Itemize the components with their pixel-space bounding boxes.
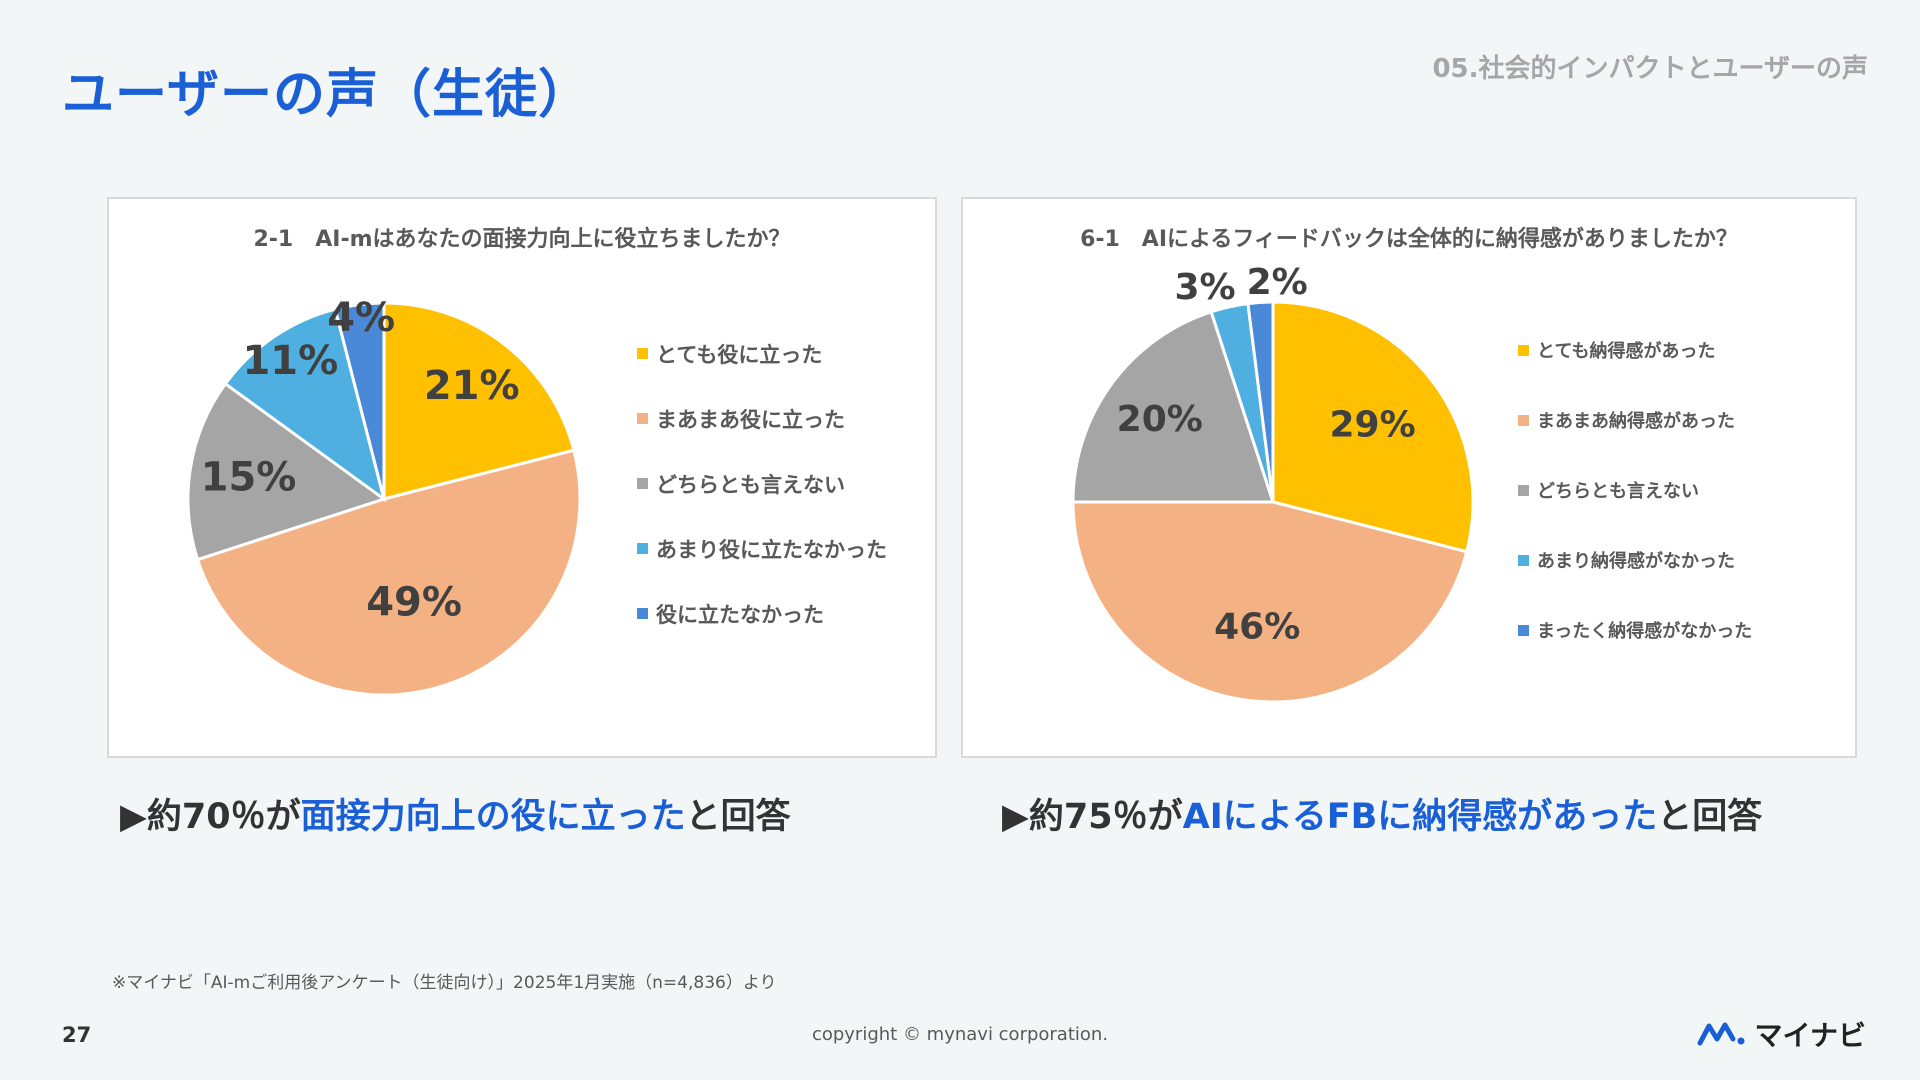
chart-panel-2: 6-1 AIによるフィードバックは全体的に納得感がありましたか？ 29% 46% 2…	[961, 197, 1857, 758]
pie-slice-5	[333, 301, 386, 500]
legend-label: とても納得感があった	[1537, 341, 1716, 362]
logo-mark-icon	[1697, 1022, 1745, 1046]
data-label-1: 21%	[424, 363, 520, 409]
summary-suffix: と回答	[685, 797, 791, 837]
legend-2: とても納得感があった まあまあ納得感があった どちらとも言えないあまり納得感がなかっ…	[1518, 315, 1752, 665]
legend-label: どちらとも言えない	[656, 472, 845, 497]
legend-label: あまり納得感がなかった	[1537, 551, 1735, 572]
arrow-icon: ▶	[1002, 797, 1029, 837]
legend-item-5: 役に立たなかった	[637, 581, 887, 646]
legend-1: とても役に立った まあまあ役に立った どちらとも言えないあまり役に立たなかった 役に立…	[637, 321, 887, 646]
legend-swatch-icon	[637, 478, 648, 489]
legend-swatch-icon	[1518, 414, 1529, 426]
summary-1: ▶約70％が面接力向上の役に立ったと回答	[120, 788, 791, 839]
legend-item-2: まあまあ役に立った	[637, 386, 887, 451]
page-number: 27	[62, 1023, 92, 1047]
logo-text: マイナビ	[1754, 1019, 1866, 1052]
legend-swatch-icon	[637, 543, 648, 554]
legend-item-4: あまり納得感がなかった	[1518, 525, 1752, 595]
section-label: 05.社会的インパクトとユーザーの声	[1432, 54, 1868, 84]
pie-slice-1	[382, 301, 576, 501]
legend-label: どちらとも言えない	[1537, 481, 1699, 502]
data-label-3: 20%	[1117, 399, 1203, 440]
chart-title-2: 6-1 AIによるフィードバックは全体的に納得感がありましたか？	[1080, 227, 1738, 252]
summary-prefix: 約70％が	[146, 797, 301, 837]
legend-label: 役に立たなかった	[656, 602, 824, 627]
legend-swatch-icon	[1518, 484, 1529, 496]
pie-chart-2: 29% 46% 20% 3% 2%	[1071, 262, 1475, 704]
data-label-4: 11%	[242, 338, 338, 384]
data-label-5: 4%	[327, 295, 395, 341]
pie-slice-3	[186, 381, 388, 562]
summary-highlight: 面接力向上の役に立った	[300, 797, 686, 837]
legend-swatch-icon	[637, 348, 648, 359]
legend-label: とても役に立った	[656, 342, 823, 367]
legend-swatch-icon	[637, 608, 648, 619]
data-label-2: 49%	[366, 580, 462, 626]
arrow-icon: ▶	[120, 797, 147, 837]
data-label-4: 3%	[1174, 267, 1235, 308]
summary-2: ▶約75％がAIによるFBに納得感があったと回答	[1002, 788, 1762, 839]
summary-prefix: 約75％が	[1028, 797, 1183, 837]
data-label-5: 2%	[1247, 262, 1308, 303]
pie-slice-5	[1246, 300, 1275, 503]
legend-label: まあまあ役に立った	[656, 407, 845, 432]
legend-swatch-icon	[637, 413, 648, 424]
legend-item-1: とても役に立った	[637, 321, 887, 386]
pie-slice-2	[195, 448, 582, 697]
legend-item-2: まあまあ納得感があった	[1518, 385, 1752, 455]
legend-item-3: どちらとも言えない	[1518, 455, 1752, 525]
pie-slice-4	[223, 307, 387, 503]
legend-label: まったく納得感がなかった	[1537, 621, 1753, 642]
page-title: ユーザーの声（生徒）	[62, 65, 591, 125]
chart-panel-1: 2-1 AI-mはあなたの面接力向上に役立ちましたか？ 21% 49% 15% 11%…	[107, 197, 937, 758]
summary-suffix: と回答	[1657, 797, 1763, 837]
legend-swatch-icon	[1518, 344, 1529, 356]
legend-item-1: とても納得感があった	[1518, 315, 1752, 385]
legend-item-3: どちらとも言えない	[637, 451, 887, 516]
legend-label: あまり役に立たなかった	[656, 537, 887, 562]
summary-highlight: AIによるFBに納得感があった	[1182, 797, 1658, 837]
legend-swatch-icon	[1518, 554, 1529, 566]
pie-slice-2	[1071, 500, 1469, 704]
data-label-1: 29%	[1329, 404, 1415, 445]
mynavi-logo: マイナビ	[1697, 1014, 1866, 1054]
legend-label: まあまあ納得感があった	[1537, 411, 1735, 432]
legend-item-4: あまり役に立たなかった	[637, 516, 887, 581]
footnote: ※マイナビ「AI-mご利用後アンケート（生徒向け）」2025年1月実施（n=4,…	[112, 973, 777, 993]
legend-item-5: まったく納得感がなかった	[1518, 595, 1752, 665]
data-label-2: 46%	[1214, 607, 1300, 648]
chart-title-1: 2-1 AI-mはあなたの面接力向上に役立ちましたか？	[253, 227, 791, 252]
copyright: copyright © mynavi corporation.	[811, 1024, 1109, 1045]
pie-chart-1: 21% 49% 15% 11%4%	[186, 295, 582, 697]
pie-slice-3	[1071, 309, 1276, 504]
legend-swatch-icon	[1518, 624, 1529, 636]
pie-slice-1	[1271, 300, 1475, 554]
data-label-3: 15%	[201, 455, 297, 501]
